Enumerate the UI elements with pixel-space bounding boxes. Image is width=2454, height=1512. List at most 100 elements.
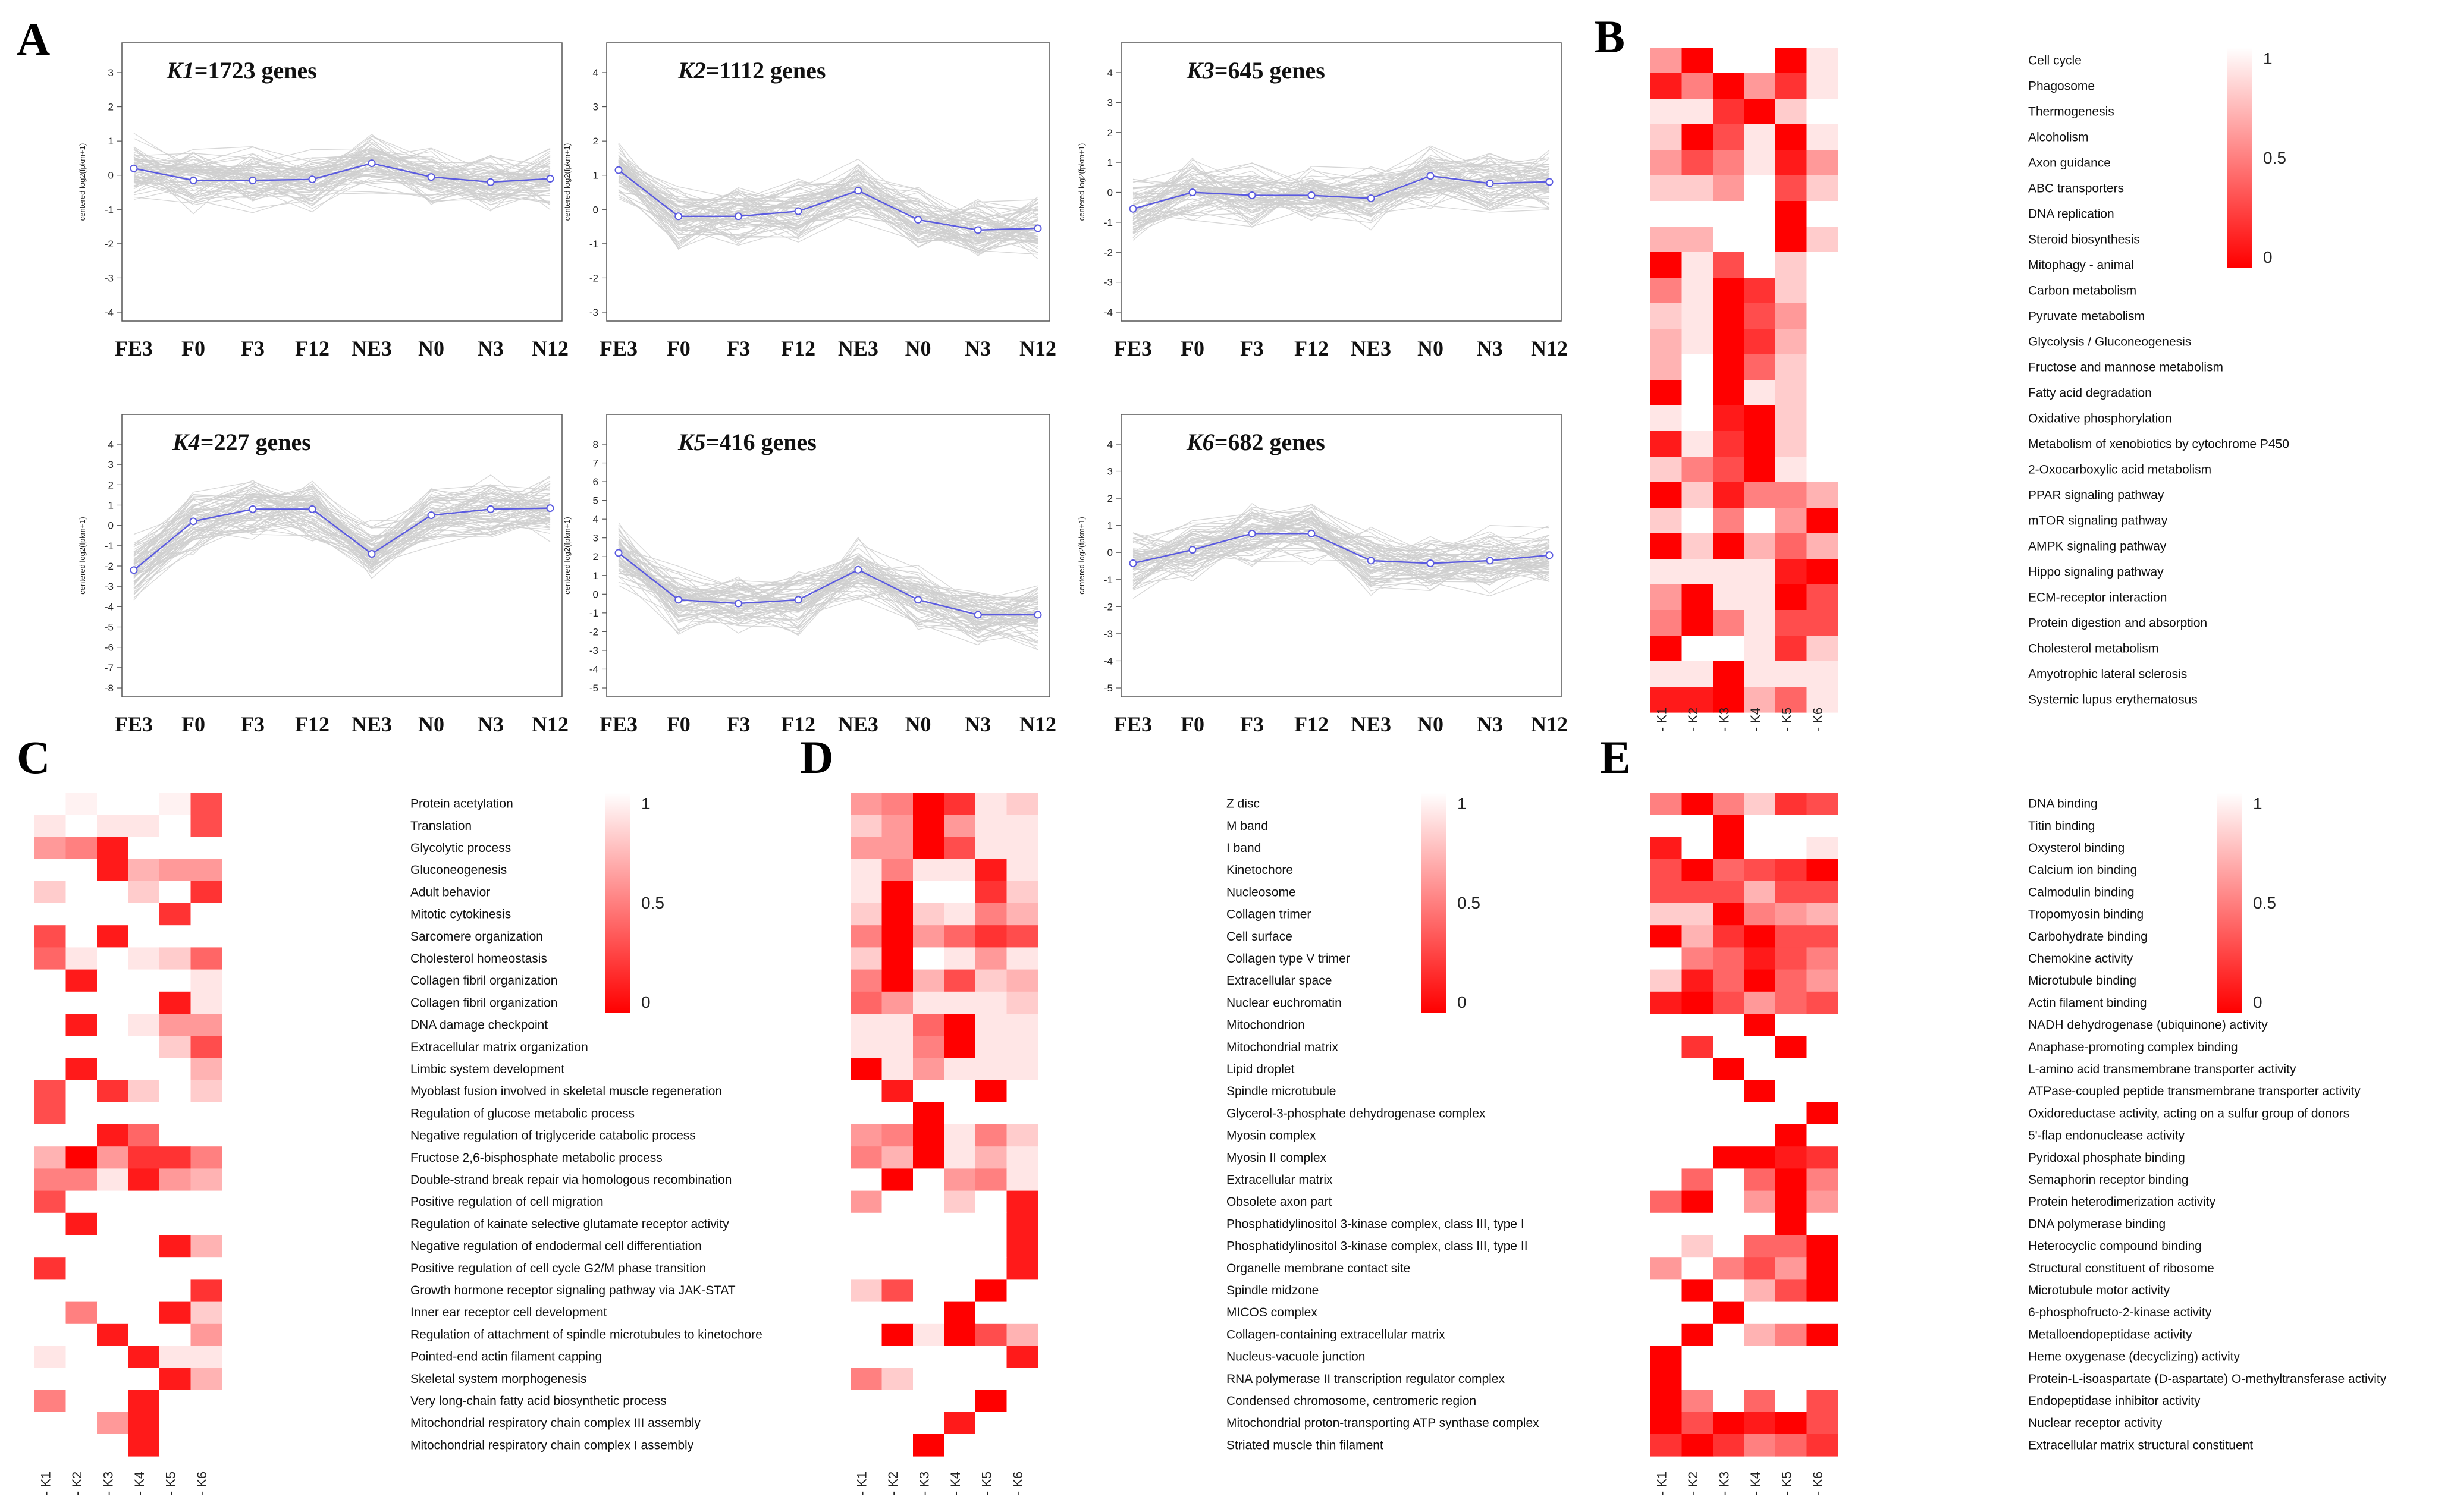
- heatmap-cell: [97, 991, 129, 1014]
- heatmap-cell: [128, 859, 160, 882]
- heatmap-row-label: Pyruvate metabolism: [2028, 310, 2145, 323]
- heatmap-cell: [1775, 533, 1807, 559]
- heatmap-cell: [1713, 1346, 1745, 1368]
- heatmap-cell: [1775, 1368, 1807, 1390]
- heatmap-cell: [65, 1168, 98, 1192]
- gene-trace: [1132, 533, 1550, 596]
- heatmap-column-label: - K2: [70, 1472, 84, 1495]
- heatmap-cell: [1006, 1323, 1038, 1346]
- heatmap-cell: [1681, 991, 1714, 1014]
- x-tick-label: F3: [241, 712, 265, 736]
- gene-trace: [618, 561, 1038, 633]
- x-tick-label: NE3: [352, 712, 392, 736]
- heatmap-cell: [1744, 636, 1776, 662]
- gene-trace: [618, 172, 1038, 250]
- heatmap-cell: [190, 1323, 222, 1346]
- heatmap-cell: [65, 1014, 98, 1036]
- x-tick-label: N0: [1417, 337, 1443, 360]
- y-tick-label: 6: [593, 476, 598, 488]
- plot-frame: [121, 414, 563, 697]
- x-tick-label: F0: [1181, 712, 1204, 736]
- gene-trace: [133, 492, 551, 574]
- heatmap-cell: [34, 815, 67, 837]
- heatmap-cell: [159, 859, 192, 882]
- heatmap-cell: [1806, 278, 1838, 304]
- x-tick-label: FE3: [115, 712, 153, 736]
- y-tick-label: -1: [1104, 574, 1113, 586]
- heatmap-cell: [34, 1434, 67, 1457]
- gene-trace: [618, 539, 1038, 616]
- y-tick-label: 3: [593, 533, 598, 544]
- heatmap-cell: [1681, 1390, 1714, 1413]
- heatmap-cell: [1744, 380, 1776, 406]
- heatmap-row-label: Gluconeogenesis: [410, 863, 507, 877]
- heatmap-cell: [1744, 881, 1776, 904]
- heatmap-cell: [1681, 969, 1714, 992]
- heatmap-cell: [65, 947, 98, 970]
- heatmap-cell: [913, 1036, 945, 1058]
- heatmap-cell: [1713, 405, 1745, 432]
- heatmap-cell: [1713, 1279, 1745, 1302]
- gene-trace: [1132, 529, 1550, 586]
- heatmap-column-label: - K5: [1779, 1472, 1794, 1495]
- heatmap-cell: [1775, 278, 1807, 304]
- heatmap-cell: [1806, 793, 1838, 815]
- heatmap-cell: [1775, 584, 1807, 611]
- x-tick-label: F0: [181, 337, 205, 360]
- heatmap-cell: [913, 837, 945, 860]
- heatmap-cell: [1681, 1346, 1714, 1368]
- heatmap-cell: [975, 859, 1008, 882]
- heatmap-cell: [1650, 969, 1683, 992]
- heatmap-cell: [851, 815, 883, 837]
- heatmap-cell: [1806, 610, 1838, 636]
- heatmap-row-label: Extracellular matrix structural constitu…: [2028, 1438, 2253, 1452]
- heatmap-cell: [913, 969, 945, 992]
- heatmap-cell: [97, 1323, 129, 1346]
- heatmap-row-label: Cell cycle: [2028, 54, 2082, 68]
- heatmap-cell: [128, 1257, 160, 1280]
- gene-trace: [133, 143, 551, 210]
- heatmap-cell: [1006, 947, 1038, 970]
- heatmap-cell: [1650, 991, 1683, 1014]
- heatmap-column-label: - K4: [948, 1472, 963, 1495]
- x-tick-label: F3: [726, 337, 750, 360]
- heatmap-cell: [65, 925, 98, 948]
- heatmap-cell: [1713, 99, 1745, 125]
- heatmap-column-label: - K2: [1686, 1472, 1700, 1495]
- heatmap-cell: [851, 1301, 883, 1324]
- heatmap-cell: [1713, 1212, 1745, 1236]
- heatmap-cell: [1806, 354, 1838, 381]
- heatmap-cell: [1744, 1124, 1776, 1147]
- x-tick-label: N3: [478, 337, 504, 360]
- heatmap-cell: [97, 881, 129, 904]
- heatmap-cell: [34, 1257, 67, 1280]
- heatmap-cell: [944, 1190, 976, 1214]
- heatmap-row-label: Mitochondrial proton-transporting ATP sy…: [1226, 1416, 1539, 1430]
- y-tick-label: 2: [1107, 127, 1113, 139]
- heatmap-cell: [1744, 175, 1776, 202]
- heatmap-cell: [190, 1235, 222, 1258]
- heatmap-cell: [944, 903, 976, 926]
- chart-title-k: K6: [1186, 429, 1215, 455]
- heatmap-row-label: Collagen fibril organization: [410, 974, 557, 988]
- gene-trace: [618, 169, 1038, 240]
- heatmap-row-label: Heme oxygenase (decyclizing) activity: [2028, 1350, 2240, 1364]
- gene-trace: [618, 559, 1038, 627]
- y-tick-label: 1: [108, 136, 114, 147]
- heatmap-cell: [65, 1434, 98, 1457]
- heatmap-cell: [190, 815, 222, 837]
- heatmap-cell: [1681, 1434, 1714, 1457]
- heatmap-cell: [1681, 1014, 1714, 1036]
- heatmap-cell: [190, 1102, 222, 1125]
- heatmap-cell: [128, 947, 160, 970]
- heatmap-cell: [1006, 1368, 1038, 1390]
- heatmap-cell: [128, 1014, 160, 1036]
- heatmap-cell: [975, 925, 1008, 948]
- heatmap-cell: [944, 947, 976, 970]
- gene-trace: [133, 489, 551, 546]
- heatmap-cell: [944, 1257, 976, 1280]
- heatmap-cell: [1775, 380, 1807, 406]
- heatmap-cell: [1650, 815, 1683, 837]
- heatmap-cell: [975, 903, 1008, 926]
- mean-point: [794, 596, 802, 604]
